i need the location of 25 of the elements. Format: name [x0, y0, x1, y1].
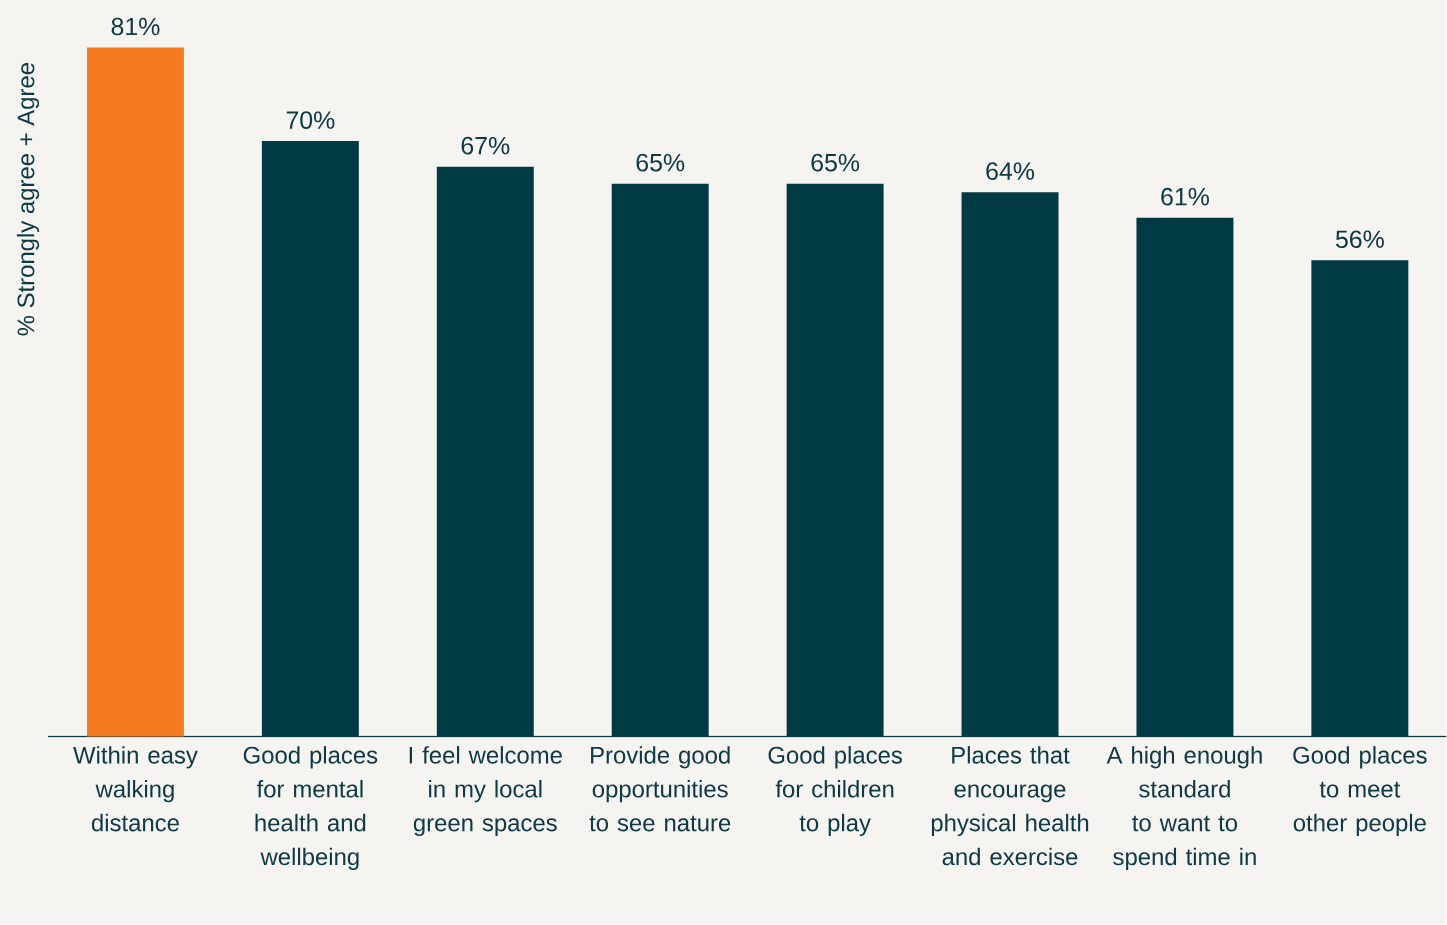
bar	[436, 166, 534, 737]
x-tick-label: Good places for children to play	[768, 746, 902, 837]
x-tick-label: A high enough standard to want to spend time in	[1106, 746, 1262, 871]
data-label: 67%	[461, 137, 510, 155]
y-axis-title: % Strongly agree + Agree	[16, 63, 40, 336]
x-tick-label: Places that encourage physical health and exercise	[931, 746, 1089, 866]
x-tick-label: Good places for mental health and wellbeing	[243, 746, 378, 871]
data-label: 70%	[286, 111, 335, 130]
data-label: 56%	[1335, 230, 1384, 249]
bar	[961, 192, 1059, 737]
data-label: 61%	[1161, 188, 1209, 206]
bar	[1136, 217, 1234, 737]
x-tick-label: Good places to meet other people	[1293, 746, 1427, 837]
data-label: 64%	[986, 162, 1035, 181]
x-tick-label: I feel welcome in my local green spaces	[409, 746, 562, 837]
data-label: 65%	[811, 154, 860, 172]
bar	[611, 183, 709, 737]
data-label: 81%	[111, 17, 160, 36]
x-tick-label: Within easy walking distance	[73, 746, 198, 832]
bar	[786, 183, 884, 737]
data-label: 65%	[636, 154, 685, 172]
bar	[1311, 260, 1409, 737]
bar	[261, 141, 359, 737]
bar	[86, 47, 184, 737]
x-tick-label: Provide good opportunities to see nature	[589, 746, 731, 832]
